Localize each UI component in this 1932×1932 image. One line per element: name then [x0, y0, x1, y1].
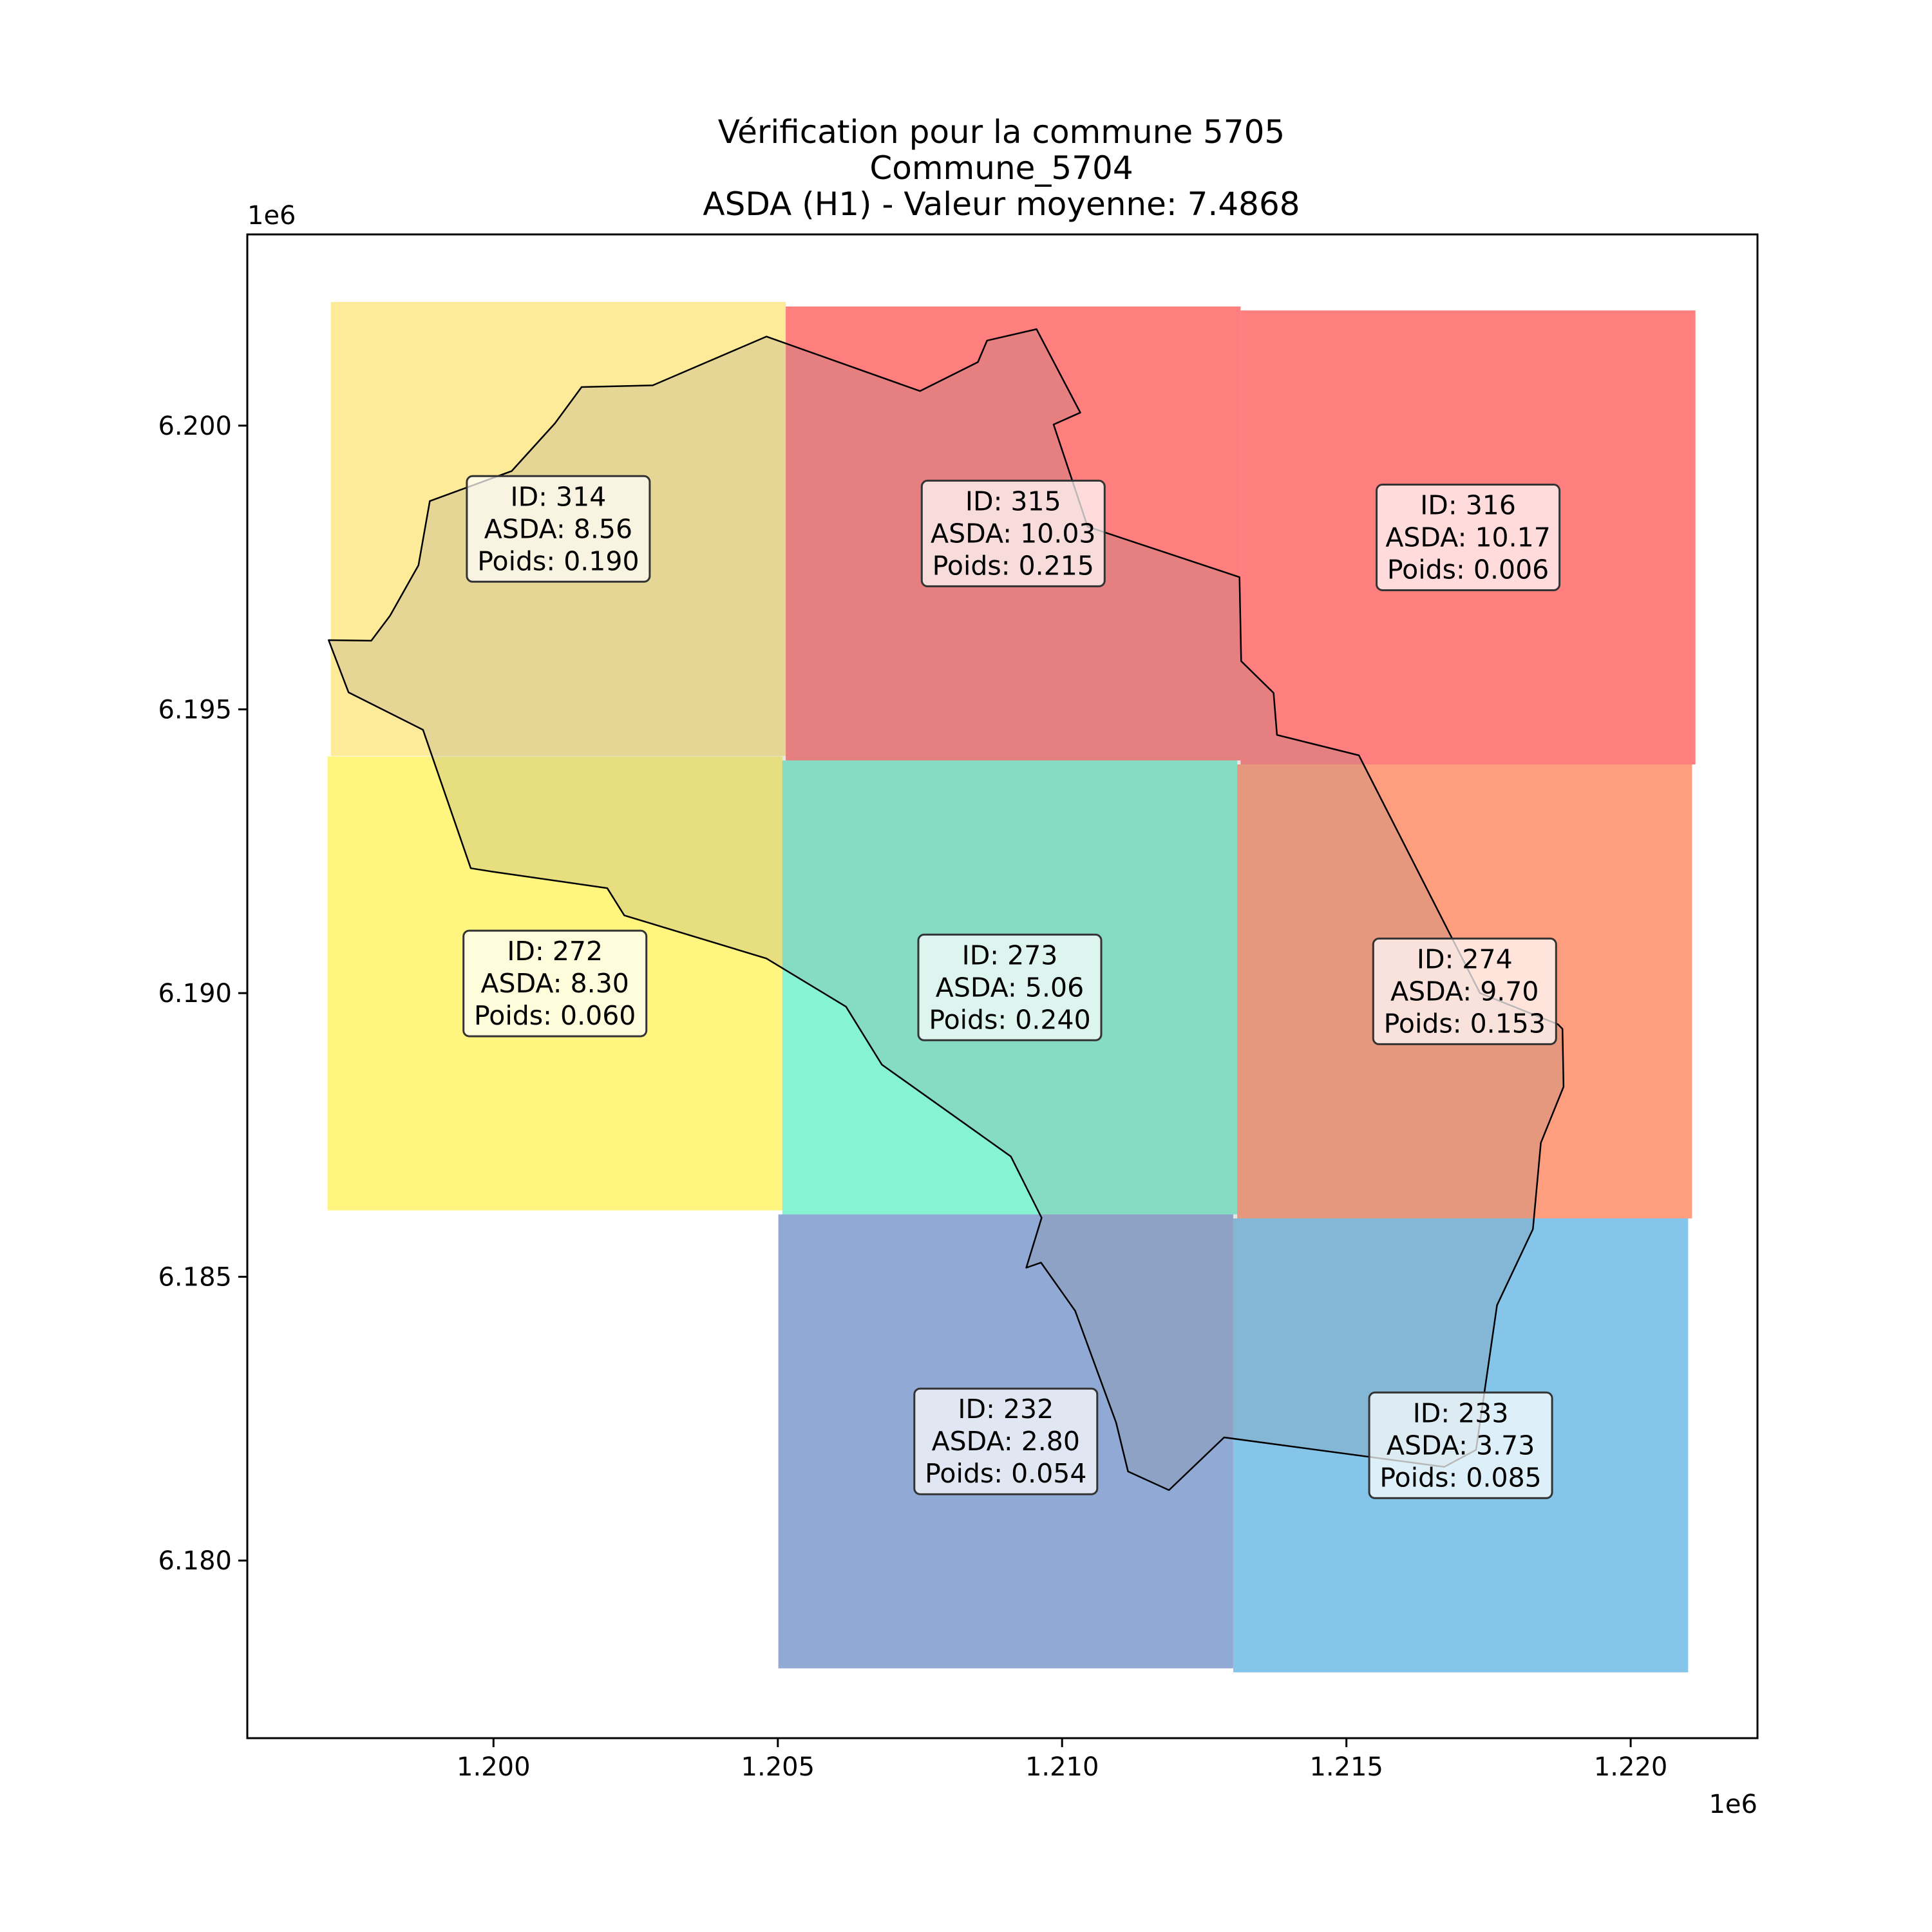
y-tick-label: 6.200 — [158, 412, 232, 441]
cell-label-box — [920, 479, 1106, 587]
cell-label-line: Poids: 0.240 — [929, 1004, 1090, 1035]
cell-label-line: ID: 233 — [1413, 1397, 1509, 1428]
title-line-1: Vérification pour la commune 5705 — [718, 113, 1285, 151]
title-line-2: Commune_5704 — [869, 149, 1133, 187]
cell-label-box — [917, 933, 1103, 1041]
y-tick-label: 6.195 — [158, 696, 232, 725]
commune-outline — [328, 328, 1565, 1492]
x-tick-label: 1.200 — [457, 1752, 531, 1782]
cell-label-box — [462, 929, 648, 1037]
cell-label-line: Poids: 0.054 — [925, 1458, 1086, 1489]
cell-label-box — [1376, 484, 1561, 591]
cell-label-box — [466, 475, 651, 583]
cell-label-box — [1368, 1391, 1553, 1499]
cell-label-line: Poids: 0.190 — [477, 545, 639, 576]
plot-frame — [246, 233, 1759, 1739]
cell-label-line: ID: 272 — [507, 936, 603, 967]
cell-label-line: ASDA: 9.70 — [1390, 976, 1539, 1007]
cell-label-line: ASDA: 5.06 — [936, 972, 1084, 1003]
cell-label-line: ASDA: 2.80 — [932, 1426, 1080, 1457]
cell-label-line: ID: 232 — [958, 1394, 1054, 1425]
commune-outline-layer — [328, 328, 1565, 1492]
title-line-3: ASDA (H1) - Valeur moyenne: 7.4868 — [703, 185, 1300, 223]
cell-label-line: Poids: 0.153 — [1384, 1008, 1546, 1039]
y-offset-label: 1e6 — [247, 201, 296, 231]
cell-label-box — [913, 1387, 1099, 1495]
cell-label-line: Poids: 0.085 — [1379, 1462, 1541, 1493]
cell-label-line: ID: 314 — [511, 481, 607, 512]
cell-label-line: ID: 316 — [1420, 490, 1516, 521]
cell-label-line: ID: 315 — [965, 486, 1061, 516]
y-tick-label: 6.185 — [158, 1263, 232, 1293]
cell-label-box — [1372, 937, 1557, 1045]
chart-title: Vérification pour la commune 5705 Commun… — [703, 113, 1300, 223]
x-axis-ticks: 1.200 1.205 1.210 1.215 1.220 — [457, 1738, 1667, 1782]
x-offset-label: 1e6 — [1709, 1790, 1757, 1819]
cell-label-line: Poids: 0.060 — [474, 1000, 636, 1031]
x-tick-label: 1.220 — [1594, 1752, 1668, 1782]
cell-label-line: ASDA: 3.73 — [1387, 1430, 1535, 1461]
x-tick-label: 1.210 — [1025, 1752, 1099, 1782]
y-tick-label: 6.180 — [158, 1546, 232, 1576]
y-tick-label: 6.190 — [158, 979, 232, 1009]
cell-label-line: ASDA: 8.30 — [481, 968, 629, 999]
cell-label-line: ASDA: 10.17 — [1385, 522, 1550, 553]
cell-label-line: ID: 273 — [962, 940, 1058, 971]
cell-label-line: ASDA: 8.56 — [484, 513, 632, 544]
x-tick-label: 1.205 — [741, 1752, 815, 1782]
y-axis-ticks: 6.180 6.185 6.190 6.195 6.200 — [158, 412, 247, 1576]
cell-label-line: ASDA: 10.03 — [931, 518, 1095, 549]
cell-label-line: Poids: 0.006 — [1387, 554, 1549, 585]
cell-label-line: Poids: 0.215 — [933, 550, 1094, 581]
cell-label-line: ID: 274 — [1417, 943, 1513, 974]
x-tick-label: 1.215 — [1309, 1752, 1383, 1782]
